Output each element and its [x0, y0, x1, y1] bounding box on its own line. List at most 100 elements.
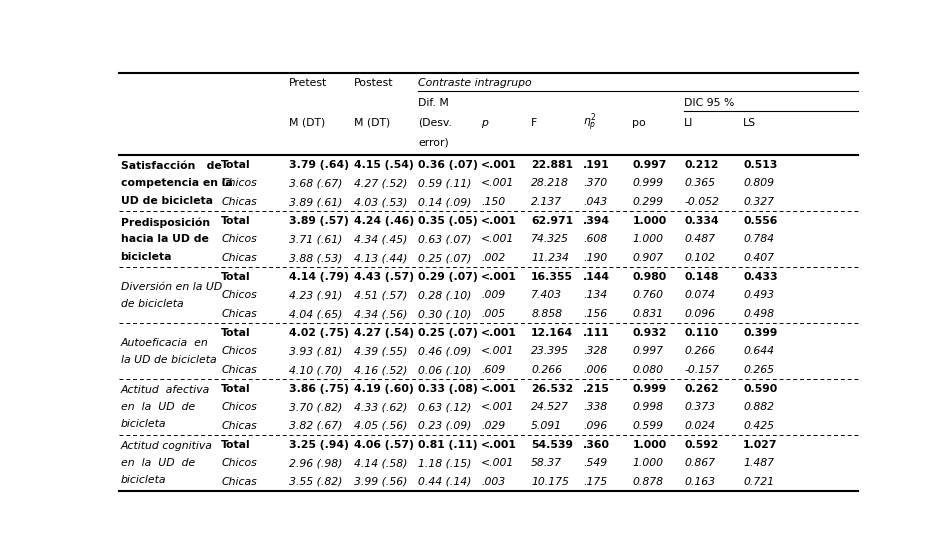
Text: .370: .370 [583, 178, 606, 188]
Text: $\eta_p^2$: $\eta_p^2$ [583, 112, 596, 134]
Text: Total: Total [221, 160, 250, 170]
Text: 4.39 (.55): 4.39 (.55) [353, 346, 407, 357]
Text: .002: .002 [481, 253, 505, 263]
Text: LS: LS [743, 118, 756, 128]
Text: 0.433: 0.433 [743, 272, 777, 282]
Text: 0.102: 0.102 [684, 253, 714, 263]
Text: 0.907: 0.907 [632, 253, 663, 263]
Text: <.001: <.001 [481, 216, 516, 226]
Text: M (DT): M (DT) [353, 118, 389, 128]
Text: 4.14 (.58): 4.14 (.58) [353, 458, 407, 468]
Text: Diversión en la UD: Diversión en la UD [121, 282, 222, 292]
Text: Total: Total [221, 216, 250, 226]
Text: 0.599: 0.599 [632, 421, 663, 431]
Text: .144: .144 [583, 272, 609, 282]
Text: .360: .360 [583, 439, 609, 450]
Text: 0.998: 0.998 [632, 402, 663, 412]
Text: 54.539: 54.539 [530, 439, 573, 450]
Text: 0.163: 0.163 [684, 477, 714, 487]
Text: 0.407: 0.407 [743, 253, 773, 263]
Text: 0.831: 0.831 [632, 309, 663, 319]
Text: 0.080: 0.080 [632, 365, 663, 375]
Text: 4.27 (.54): 4.27 (.54) [353, 328, 413, 338]
Text: 3.70 (.82): 3.70 (.82) [288, 402, 342, 412]
Text: en  la  UD  de: en la UD de [121, 402, 194, 412]
Text: 4.14 (.79): 4.14 (.79) [288, 272, 348, 282]
Text: Chicas: Chicas [221, 309, 256, 319]
Text: 0.932: 0.932 [632, 328, 666, 338]
Text: 0.63 (.12): 0.63 (.12) [418, 402, 471, 412]
Text: 5.091: 5.091 [530, 421, 562, 431]
Text: Chicos: Chicos [221, 346, 256, 357]
Text: 4.34 (.45): 4.34 (.45) [353, 235, 407, 245]
Text: 0.327: 0.327 [743, 197, 773, 207]
Text: 0.425: 0.425 [743, 421, 773, 431]
Text: .134: .134 [583, 290, 606, 300]
Text: Total: Total [221, 272, 250, 282]
Text: 0.14 (.09): 0.14 (.09) [418, 197, 471, 207]
Text: Total: Total [221, 384, 250, 394]
Text: error): error) [418, 137, 448, 148]
Text: <.001: <.001 [481, 160, 516, 170]
Text: 0.399: 0.399 [743, 328, 777, 338]
Text: 3.88 (.53): 3.88 (.53) [288, 253, 342, 263]
Text: 12.164: 12.164 [530, 328, 573, 338]
Text: Total: Total [221, 439, 250, 450]
Text: 0.373: 0.373 [684, 402, 714, 412]
Text: -0.157: -0.157 [684, 365, 718, 375]
Text: F: F [530, 118, 537, 128]
Text: 74.325: 74.325 [530, 235, 568, 245]
Text: 22.881: 22.881 [530, 160, 573, 170]
Text: 1.000: 1.000 [632, 216, 666, 226]
Text: <.001: <.001 [481, 402, 514, 412]
Text: <.001: <.001 [481, 235, 514, 245]
Text: 0.493: 0.493 [743, 290, 773, 300]
Text: Postest: Postest [353, 78, 393, 88]
Text: 4.16 (.52): 4.16 (.52) [353, 365, 407, 375]
Text: bicicleta: bicicleta [121, 252, 172, 262]
Text: en  la  UD  de: en la UD de [121, 458, 194, 468]
Text: .150: .150 [481, 197, 505, 207]
Text: <.001: <.001 [481, 178, 514, 188]
Text: 3.89 (.61): 3.89 (.61) [288, 197, 342, 207]
Text: bicicleta: bicicleta [121, 420, 166, 429]
Text: 1.027: 1.027 [743, 439, 777, 450]
Text: de bicicleta: de bicicleta [121, 299, 183, 309]
Text: .394: .394 [583, 216, 609, 226]
Text: -0.052: -0.052 [684, 197, 718, 207]
Text: 1.000: 1.000 [632, 458, 663, 468]
Text: 8.858: 8.858 [530, 309, 562, 319]
Text: 0.29 (.07): 0.29 (.07) [418, 272, 478, 282]
Text: 4.34 (.56): 4.34 (.56) [353, 309, 407, 319]
Text: 3.55 (.82): 3.55 (.82) [288, 477, 342, 487]
Text: 0.644: 0.644 [743, 346, 773, 357]
Text: 0.882: 0.882 [743, 402, 773, 412]
Text: 26.532: 26.532 [530, 384, 573, 394]
Text: po: po [632, 118, 645, 128]
Text: Chicas: Chicas [221, 421, 256, 431]
Text: .043: .043 [583, 197, 606, 207]
Text: 0.867: 0.867 [684, 458, 714, 468]
Text: 0.265: 0.265 [743, 365, 773, 375]
Text: .156: .156 [583, 309, 606, 319]
Text: competencia en la: competencia en la [121, 178, 232, 188]
Text: 0.212: 0.212 [684, 160, 718, 170]
Text: <.001: <.001 [481, 439, 516, 450]
Text: Actitud cognitiva: Actitud cognitiva [121, 441, 212, 451]
Text: p: p [481, 118, 487, 128]
Text: Chicas: Chicas [221, 365, 256, 375]
Text: UD de bicicleta: UD de bicicleta [121, 195, 212, 206]
Text: 0.46 (.09): 0.46 (.09) [418, 346, 471, 357]
Text: .009: .009 [481, 290, 505, 300]
Text: 11.234: 11.234 [530, 253, 568, 263]
Text: 0.784: 0.784 [743, 235, 773, 245]
Text: .608: .608 [583, 235, 606, 245]
Text: 0.999: 0.999 [632, 384, 666, 394]
Text: .006: .006 [583, 365, 606, 375]
Text: 0.590: 0.590 [743, 384, 777, 394]
Text: 0.299: 0.299 [632, 197, 663, 207]
Text: 0.25 (.07): 0.25 (.07) [418, 328, 478, 338]
Text: 4.06 (.57): 4.06 (.57) [353, 439, 413, 450]
Text: 4.02 (.75): 4.02 (.75) [288, 328, 348, 338]
Text: 0.878: 0.878 [632, 477, 663, 487]
